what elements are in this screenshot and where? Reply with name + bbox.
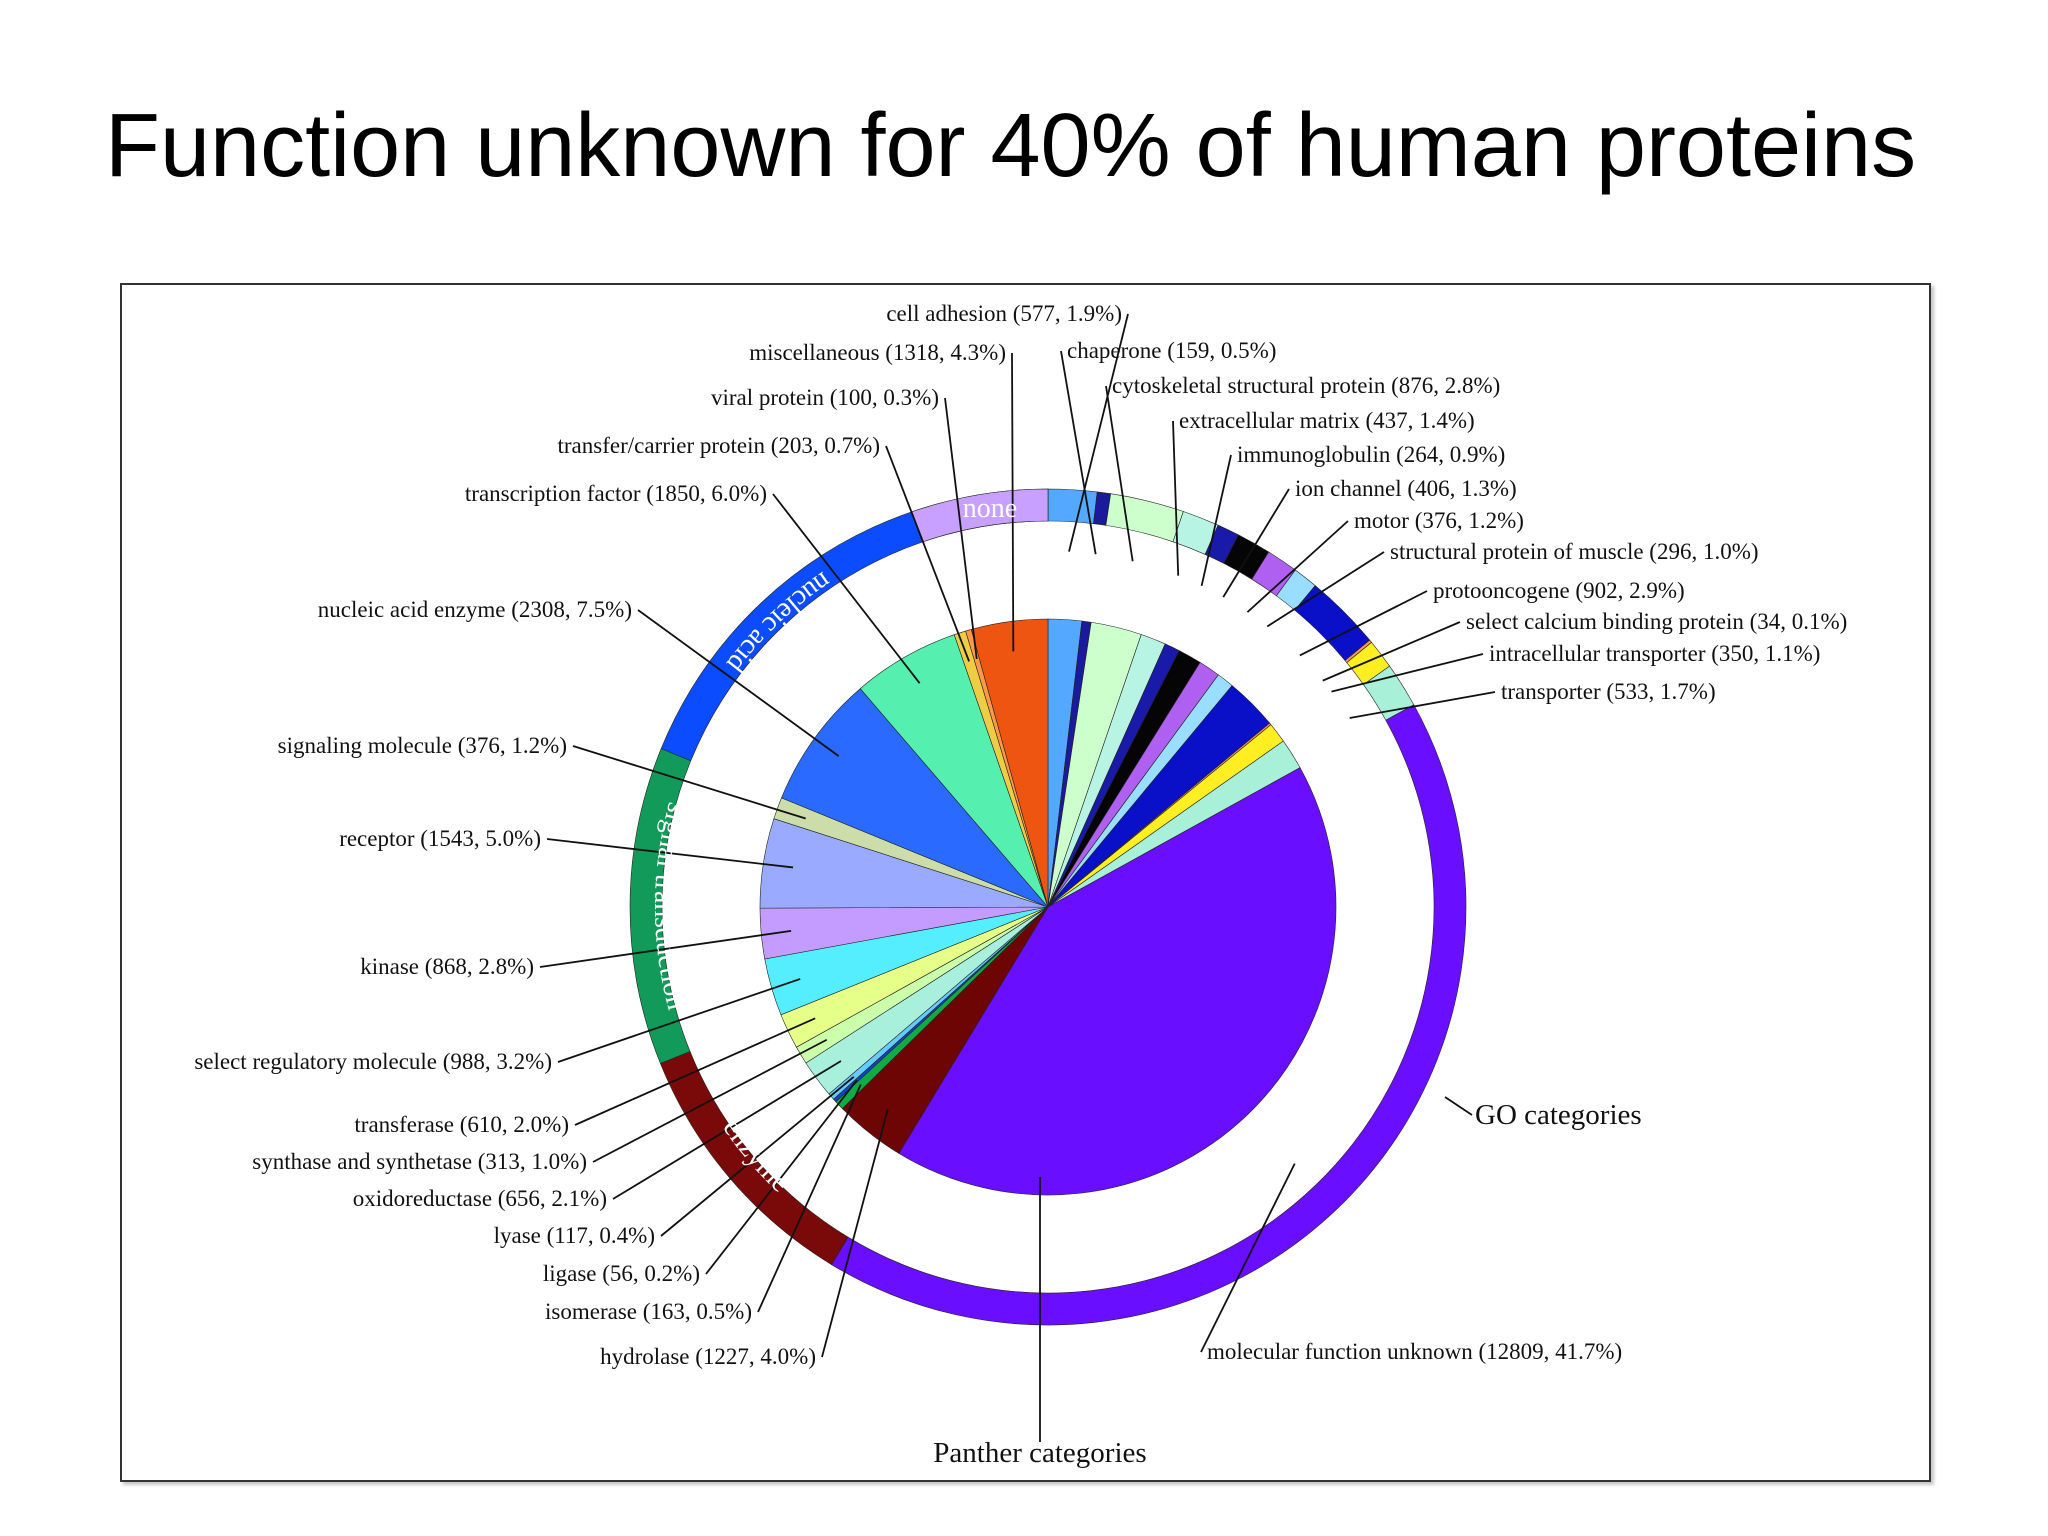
slice-label-motor: motor (376, 1.2%) xyxy=(1354,508,1524,533)
slice-label-synthase-and-synthetase: synthase and synthetase (313, 1.0%) xyxy=(252,1149,587,1174)
slide-title: Function unknown for 40% of human protei… xyxy=(105,96,1917,196)
panther-inner-pie xyxy=(759,618,1337,1196)
slice-label-protooncogene: protooncogene (902, 2.9%) xyxy=(1433,578,1685,603)
leader-ion-channel xyxy=(1222,488,1290,598)
leader-receptor xyxy=(546,838,794,869)
slice-label-cytoskeletal-structural-protein: cytoskeletal structural protein (876, 2.… xyxy=(1112,373,1500,398)
leader-hydrolase xyxy=(821,1109,889,1358)
slice-label-lyase: lyase (117, 0.4%) xyxy=(494,1223,655,1248)
slice-label-kinase: kinase (868, 2.8%) xyxy=(360,954,534,979)
chart-figure: cell adhesion (577, 1.9%) chaperone (159,… xyxy=(120,283,1931,1482)
leader-miscellaneous xyxy=(1011,352,1015,652)
leader-synthase-and-synthetase xyxy=(592,1038,828,1163)
leader-select-regulatory-molecule xyxy=(557,978,801,1063)
leader-signaling-molecule xyxy=(572,745,806,820)
leader-molecular-function-unknown xyxy=(1200,1163,1296,1353)
leader-transporter xyxy=(1349,691,1496,719)
leader-intracellular-transporter xyxy=(1331,653,1484,693)
leader-extracellular-matrix xyxy=(1172,420,1180,576)
nested-donut-chart: cell adhesion (577, 1.9%) chaperone (159,… xyxy=(194,301,1847,1469)
leader-nucleic-acid-enzyme xyxy=(637,609,840,757)
slice-label-signaling-molecule: signaling molecule (376, 1.2%) xyxy=(278,733,567,758)
label-leader-lines xyxy=(539,313,1496,1358)
leader-ligase xyxy=(705,1079,858,1275)
slice-label-structural-protein-of-muscle: structural protein of muscle (296, 1.0%) xyxy=(1390,539,1759,564)
slice-labels: cell adhesion (577, 1.9%) chaperone (159,… xyxy=(194,301,1847,1369)
slice-label-select-calcium-binding-protein: select calcium binding protein (34, 0.1%… xyxy=(1466,609,1847,634)
leader-lyase xyxy=(660,1076,855,1237)
slice-label-molecular-function-unknown: molecular function unknown (12809, 41.7%… xyxy=(1207,1339,1622,1364)
slice-label-select-regulatory-molecule: select regulatory molecule (988, 3.2%) xyxy=(194,1049,552,1074)
go-label-none: none xyxy=(963,493,1017,524)
outer-slice-molecular-function-unknown xyxy=(831,704,1467,1326)
leader-select-calcium-binding-protein xyxy=(1322,621,1461,682)
slice-label-oxidoreductase: oxidoreductase (656, 2.1%) xyxy=(353,1186,607,1211)
inner-slice-molecular-function-unknown xyxy=(898,767,1337,1196)
leader-structural-protein-of-muscle xyxy=(1266,551,1385,628)
slice-label-cell-adhesion: cell adhesion (577, 1.9%) xyxy=(886,301,1122,326)
go-categories-leader xyxy=(1444,1096,1473,1116)
slice-label-transfer-carrier-protein: transfer/carrier protein (203, 0.7%) xyxy=(558,433,881,458)
slice-label-chaperone: chaperone (159, 0.5%) xyxy=(1067,338,1276,363)
leader-chaperone xyxy=(1060,350,1097,555)
slice-label-immunoglobulin: immunoglobulin (264, 0.9%) xyxy=(1237,442,1505,467)
slice-label-intracellular-transporter: intracellular transporter (350, 1.1%) xyxy=(1489,641,1820,666)
panther-categories-label: Panther categories xyxy=(933,1437,1146,1469)
leader-protooncogene xyxy=(1299,590,1428,657)
slice-label-transferase: transferase (610, 2.0%) xyxy=(354,1112,569,1137)
leader-cytoskeletal-structural-protein xyxy=(1105,385,1134,562)
outer-slice-cytoskeletal-structural-protein xyxy=(1105,493,1184,543)
leader-transferase xyxy=(574,1017,816,1126)
leader-isomerase xyxy=(757,1084,862,1313)
slice-label-nucleic-acid-enzyme: nucleic acid enzyme (2308, 7.5%) xyxy=(318,597,632,622)
slice-label-viral-protein: viral protein (100, 0.3%) xyxy=(711,385,939,410)
leader-transcription-factor xyxy=(772,493,921,684)
leader-kinase xyxy=(539,929,792,968)
slice-label-transcription-factor: transcription factor (1850, 6.0%) xyxy=(465,481,767,506)
leader-oxidoreductase xyxy=(612,1060,842,1200)
slice-label-receptor: receptor (1543, 5.0%) xyxy=(339,826,541,851)
leader-motor xyxy=(1246,520,1349,613)
slice-label-extracellular-matrix: extracellular matrix (437, 1.4%) xyxy=(1179,408,1475,433)
leader-cell-adhesion xyxy=(1068,313,1129,552)
leader-transfer-carrier-protein xyxy=(885,445,970,662)
slice-label-transporter: transporter (533, 1.7%) xyxy=(1501,679,1716,704)
leader-immunoglobulin xyxy=(1200,454,1232,587)
slice-label-isomerase: isomerase (163, 0.5%) xyxy=(545,1299,752,1324)
inner-slice-miscellaneous xyxy=(970,618,1049,908)
slice-label-hydrolase: hydrolase (1227, 4.0%) xyxy=(600,1344,816,1369)
slice-label-miscellaneous: miscellaneous (1318, 4.3%) xyxy=(749,340,1006,365)
slice-label-ligase: ligase (56, 0.2%) xyxy=(543,1261,700,1286)
outer-arc-none xyxy=(911,488,1049,543)
slice-label-ion-channel: ion channel (406, 1.3%) xyxy=(1295,476,1517,501)
go-categories-label: GO categories xyxy=(1475,1099,1642,1131)
leader-viral-protein xyxy=(944,397,978,660)
